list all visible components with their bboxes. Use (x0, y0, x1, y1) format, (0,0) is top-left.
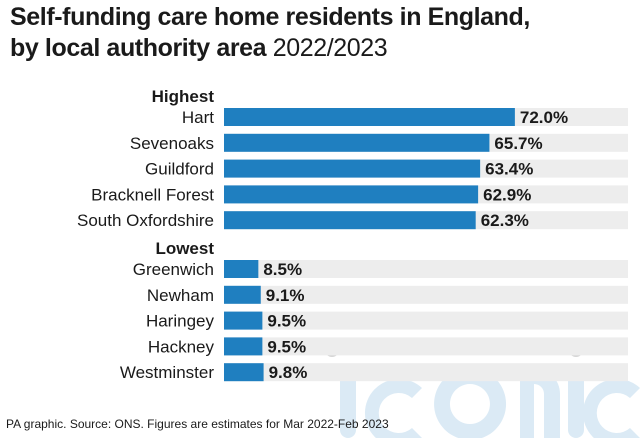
category-label-westminster: Westminster (120, 363, 214, 382)
title-bold-line2: by local authority area (10, 34, 267, 62)
bar-track-greenwich (224, 260, 628, 278)
title-period: 2022/2023 (272, 34, 388, 62)
bar-track-newham (224, 285, 628, 304)
bar-track-hackney (224, 337, 628, 356)
category-label-haringey: Haringey (146, 312, 215, 331)
group-label-lowest: Lowest (155, 239, 214, 258)
category-label-south-oxfordshire: South Oxfordshire (77, 211, 214, 230)
value-label-greenwich: 8.5% (263, 260, 302, 279)
bar-hart (224, 108, 515, 126)
category-label-guildford: Guildford (145, 160, 214, 179)
value-label-hart: 72.0% (520, 108, 568, 127)
bar-south-oxfordshire (224, 211, 476, 230)
bar-track-haringey (224, 311, 628, 330)
bar-greenwich (224, 260, 259, 278)
bar-guildford (224, 159, 481, 178)
value-label-bracknell-forest: 62.9% (483, 185, 531, 204)
category-label-sevenoaks: Sevenoaks (130, 134, 214, 153)
title-bold-line1: Self-funding care home residents in Engl… (10, 3, 530, 31)
category-label-hart: Hart (182, 108, 214, 127)
category-label-greenwich: Greenwich (133, 260, 214, 279)
value-label-south-oxfordshire: 62.3% (481, 211, 529, 230)
category-label-newham: Newham (147, 286, 214, 305)
bar-newham (224, 285, 261, 304)
value-label-hackney: 9.5% (267, 337, 306, 356)
bar-track-westminster (224, 363, 628, 382)
category-label-hackney: Hackney (148, 337, 215, 356)
value-label-haringey: 9.5% (267, 312, 306, 331)
bar-haringey (224, 311, 263, 330)
value-label-newham: 9.1% (266, 286, 305, 305)
bar-hackney (224, 337, 263, 356)
bar-westminster (224, 363, 264, 382)
source-footer: PA graphic. Source: ONS. Figures are est… (6, 417, 389, 431)
group-label-highest: Highest (152, 87, 215, 106)
chart-title: Self-funding care home residents in Engl… (10, 2, 530, 64)
bar-bracknell-forest (224, 185, 479, 204)
value-label-sevenoaks: 65.7% (494, 134, 542, 153)
category-label-bracknell-forest: Bracknell Forest (91, 185, 214, 204)
value-label-westminster: 9.8% (269, 363, 308, 382)
value-label-guildford: 63.4% (485, 160, 533, 179)
bar-sevenoaks (224, 133, 490, 152)
